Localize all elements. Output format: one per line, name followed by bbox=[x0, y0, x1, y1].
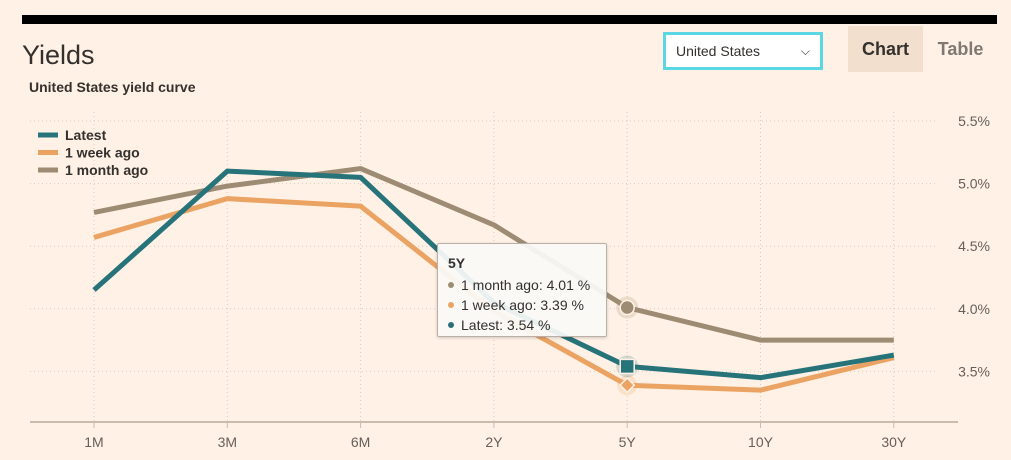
month-marker bbox=[619, 299, 635, 316]
highlight-markers bbox=[616, 296, 639, 396]
chart-subtitle: United States yield curve bbox=[29, 79, 196, 95]
week-dot-icon bbox=[448, 302, 454, 308]
x-tick-label: 2Y bbox=[485, 434, 503, 450]
month-ago-line bbox=[93, 166, 894, 343]
tab-chart[interactable]: Chart bbox=[848, 26, 923, 72]
tooltip-row: 1 week ago: 3.39 % bbox=[448, 295, 596, 315]
legend-item-month: 1 month ago bbox=[65, 162, 148, 178]
y-axis: 5.5% 5.0% 4.5% 4.0% 3.5% bbox=[958, 113, 990, 379]
country-select[interactable]: United States ⌵ bbox=[663, 32, 823, 70]
page-title: Yields bbox=[22, 40, 95, 70]
x-tick-label: 30Y bbox=[881, 434, 907, 450]
y-tick-label: 3.5% bbox=[958, 363, 990, 379]
tab-table[interactable]: Table bbox=[937, 38, 984, 59]
week-marker bbox=[619, 377, 636, 394]
x-tick-label: 1M bbox=[84, 434, 103, 450]
tooltip-row: Latest: 3.54 % bbox=[448, 315, 596, 335]
chart-tooltip: 5Y 1 month ago: 4.01 % 1 week ago: 3.39 … bbox=[437, 243, 607, 337]
y-tick-label: 5.0% bbox=[958, 176, 990, 192]
x-tick-label: 5Y bbox=[619, 434, 637, 450]
tooltip-row-text: 1 week ago: 3.39 % bbox=[461, 297, 584, 313]
top-rule bbox=[22, 15, 997, 24]
month-dot-icon bbox=[448, 282, 454, 288]
tooltip-title: 5Y bbox=[448, 255, 466, 271]
latest-marker bbox=[619, 358, 635, 375]
tooltip-row-text: Latest: 3.54 % bbox=[461, 317, 551, 333]
y-tick-label: 4.0% bbox=[958, 301, 990, 317]
x-tick-label: 6M bbox=[351, 434, 370, 450]
x-axis: 1M 3M 6M 2Y 5Y 10Y 30Y bbox=[84, 422, 907, 450]
x-tick-label: 3M bbox=[218, 434, 237, 450]
latest-dot-icon bbox=[448, 322, 454, 328]
country-select-value: United States bbox=[676, 43, 761, 59]
x-tick-label: 10Y bbox=[748, 434, 774, 450]
legend-item-latest: Latest bbox=[65, 127, 107, 143]
tooltip-row: 1 month ago: 4.01 % bbox=[448, 275, 596, 295]
y-tick-label: 4.5% bbox=[958, 238, 990, 254]
y-tick-label: 5.5% bbox=[958, 113, 990, 129]
legend-item-week: 1 week ago bbox=[65, 145, 140, 161]
tooltip-row-text: 1 month ago: 4.01 % bbox=[461, 277, 591, 293]
chevron-down-icon: ⌵ bbox=[800, 43, 810, 58]
